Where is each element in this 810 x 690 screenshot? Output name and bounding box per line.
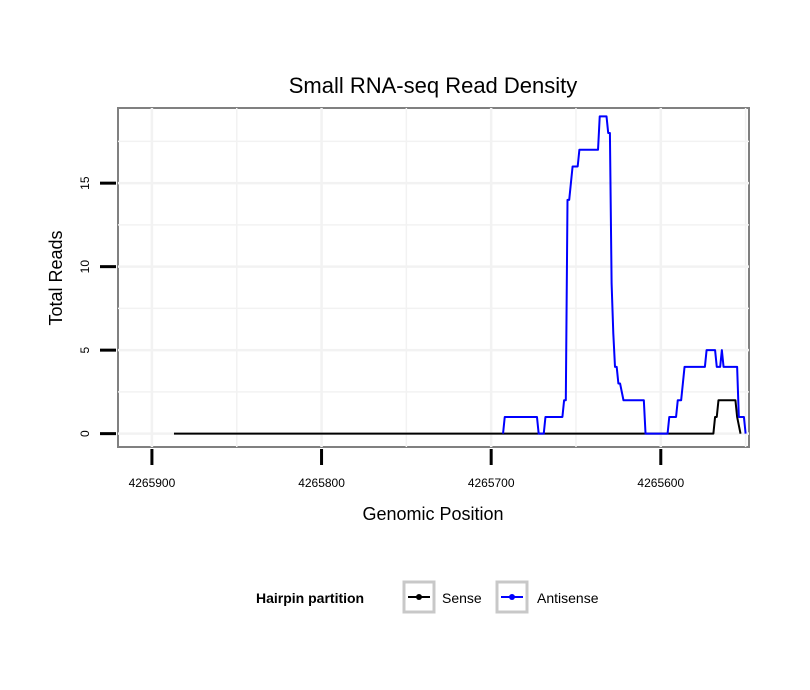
y-tick-label: 10 xyxy=(78,260,92,274)
chart-title: Small RNA-seq Read Density xyxy=(289,73,578,98)
y-tick-label: 15 xyxy=(78,176,92,190)
legend-entry-sense: Sense xyxy=(402,580,482,614)
series-line-sense xyxy=(173,399,742,435)
legend-label-antisense: Antisense xyxy=(537,590,599,606)
series-line-antisense xyxy=(502,115,747,435)
x-tick-label: 4265800 xyxy=(298,476,345,490)
x-tick-label: 4265700 xyxy=(468,476,515,490)
y-axis-title: Total Reads xyxy=(46,230,66,325)
x-axis-title: Genomic Position xyxy=(362,504,503,524)
plot-panel xyxy=(117,107,750,448)
legend-title: Hairpin partition xyxy=(256,590,364,606)
legend-dot-antisense xyxy=(509,594,515,600)
y-tick-label: 5 xyxy=(78,346,92,353)
legend-dot-sense xyxy=(416,594,422,600)
legend-entry-antisense: Antisense xyxy=(495,580,599,614)
legend-label-sense: Sense xyxy=(442,590,482,606)
legend: Hairpin partition Sense Antisense xyxy=(256,580,599,614)
x-axis: 4265900 4265800 4265700 4265600 xyxy=(129,449,684,490)
x-tick-label: 4265600 xyxy=(637,476,684,490)
series-lines xyxy=(173,115,747,435)
y-tick-label: 0 xyxy=(78,430,92,437)
y-axis: 0 5 10 15 xyxy=(78,176,116,437)
x-tick-label: 4265900 xyxy=(129,476,176,490)
